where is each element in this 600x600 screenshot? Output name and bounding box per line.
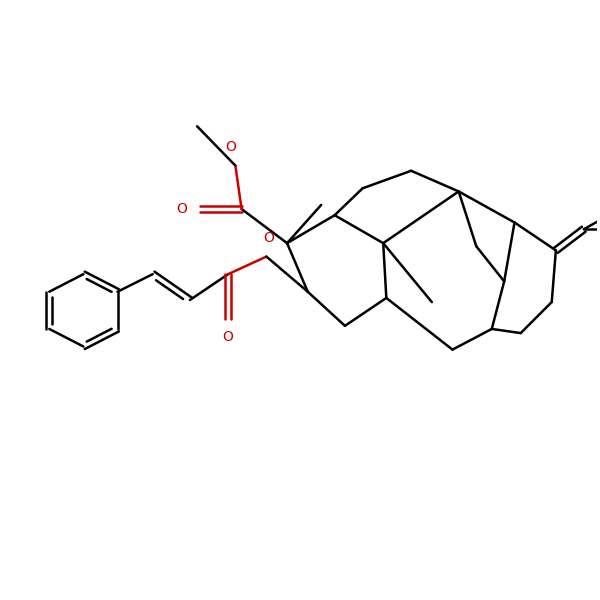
Text: O: O [223, 330, 233, 344]
Text: O: O [263, 231, 274, 245]
Text: O: O [225, 140, 236, 154]
Text: O: O [176, 202, 187, 216]
